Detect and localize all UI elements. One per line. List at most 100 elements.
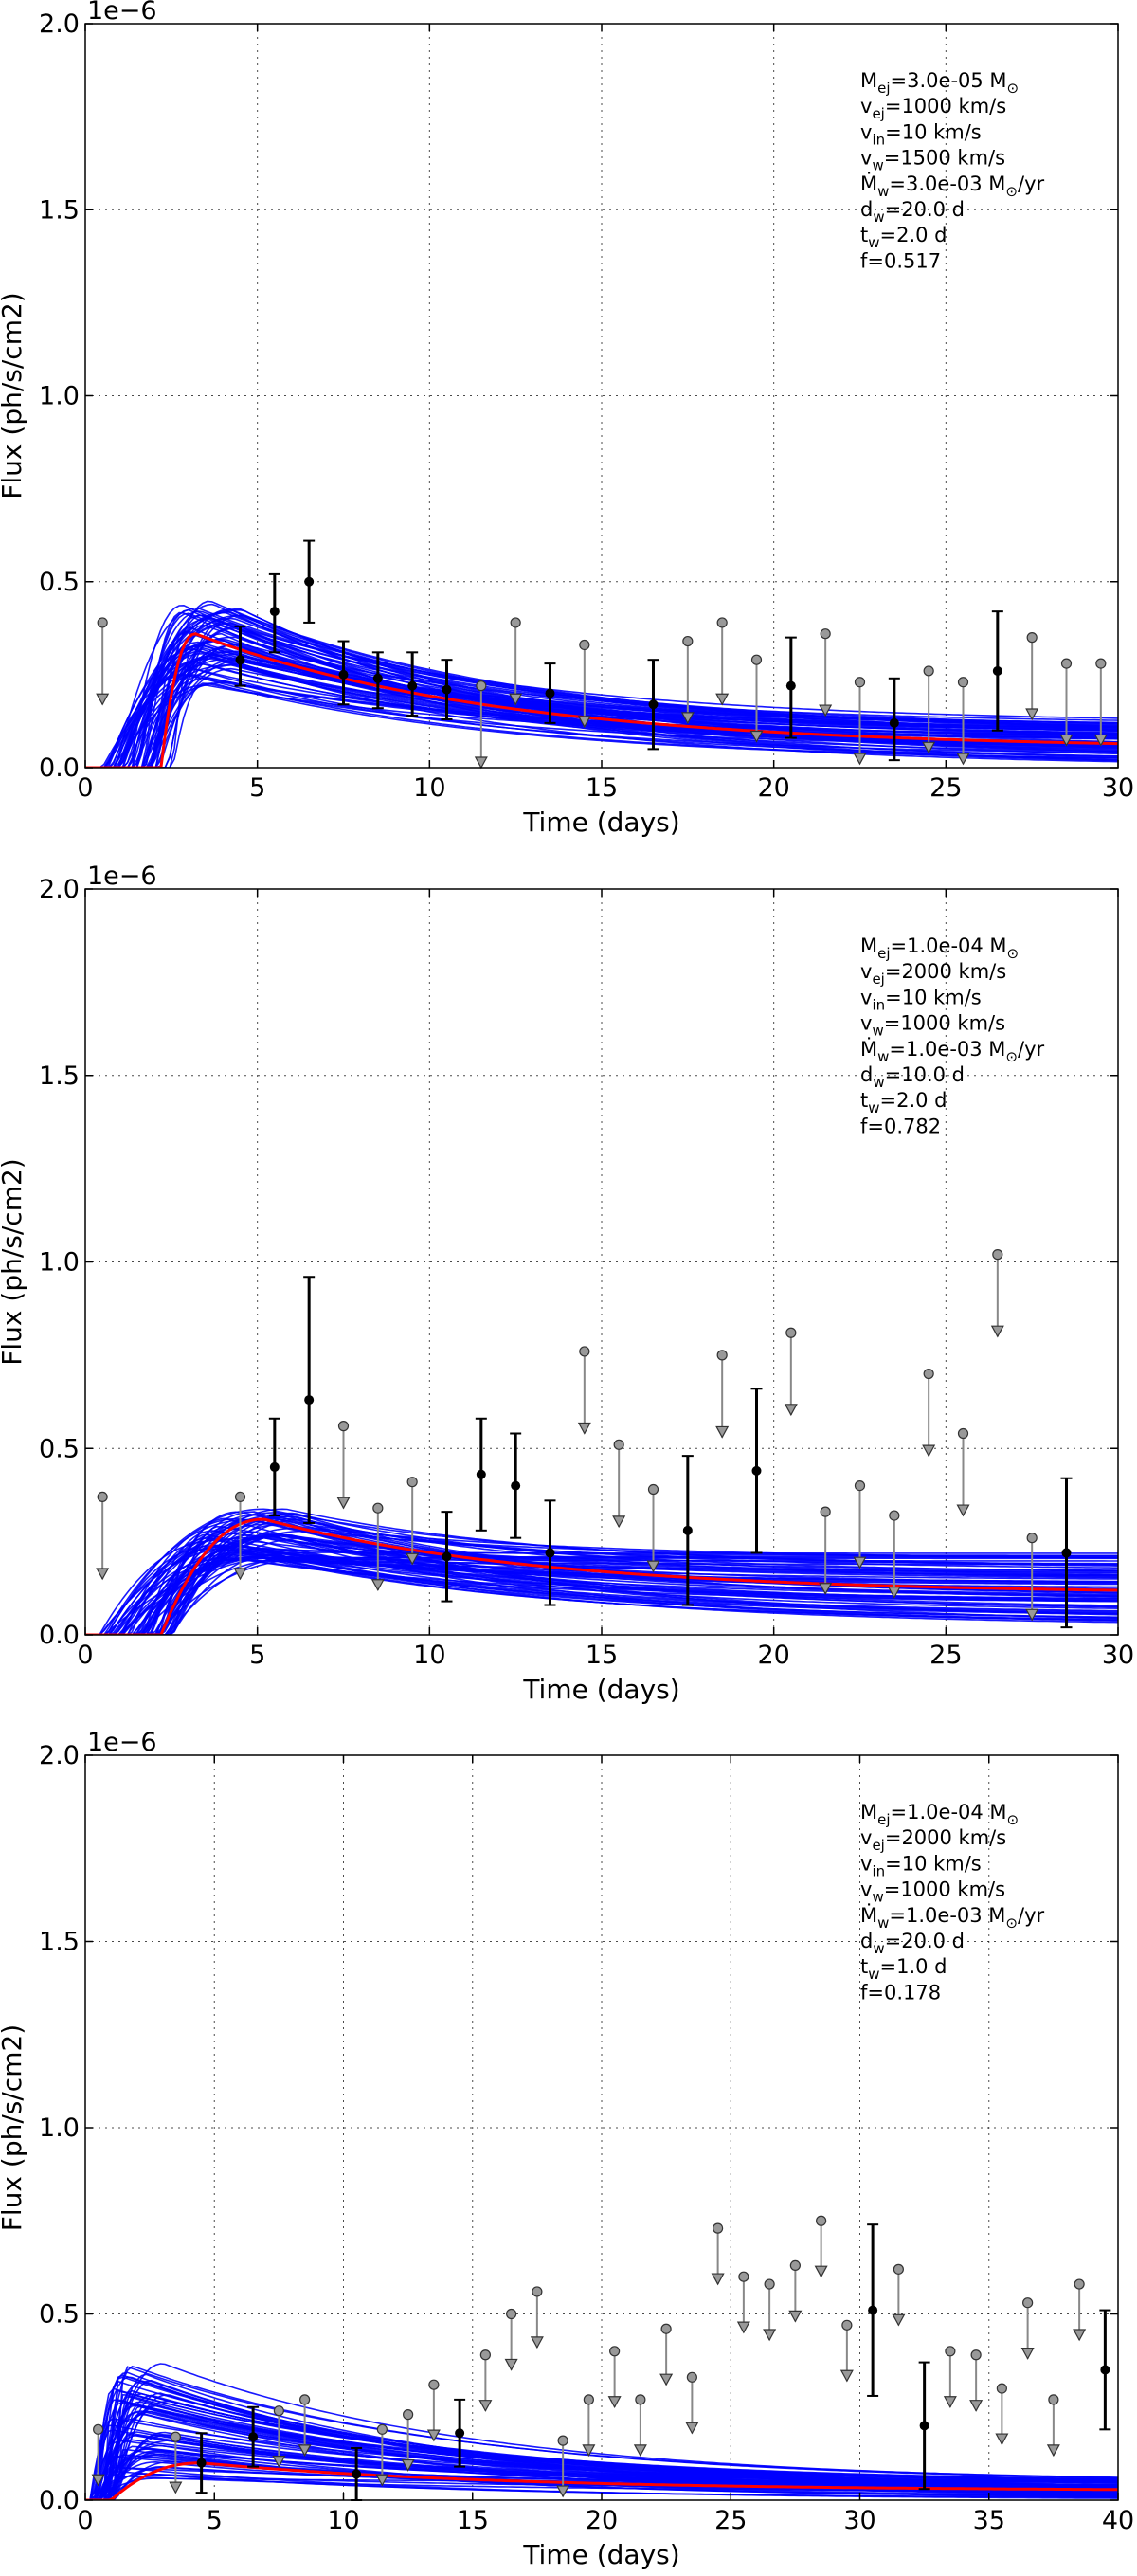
model-curve	[85, 1517, 1118, 1635]
upper-limit-arrow	[1025, 1608, 1039, 1622]
x-tick-label: 25	[929, 1641, 962, 1670]
detection-point	[544, 1499, 556, 1606]
upper-limit-arrow	[784, 1404, 798, 1417]
annotation-line: Ṁw=1.0e-03 M⊙/yr	[860, 1037, 1045, 1065]
upper-limit-point	[406, 1477, 418, 1488]
annotation-line: Mej=3.0e-05 M⊙	[860, 69, 1019, 97]
x-tick-label: 30	[1102, 1641, 1134, 1670]
upper-limit-point	[893, 2263, 904, 2275]
upper-limit-point	[957, 677, 969, 688]
x-tick-label: 10	[327, 2506, 359, 2535]
upper-limit-marker	[943, 2346, 957, 2409]
detection-point	[247, 2405, 260, 2468]
model-curve	[85, 1512, 1118, 1635]
upper-limits	[96, 1249, 1039, 1622]
upper-limit-arrow	[892, 2313, 906, 2327]
detection-point	[1099, 2309, 1111, 2431]
upper-limit-marker	[922, 665, 936, 754]
best-fit-curve	[85, 632, 1118, 768]
upper-limit-arrow	[509, 693, 523, 706]
upper-limit-marker	[956, 677, 970, 766]
y-tick-label: 0.5	[39, 2300, 80, 2330]
detection-marker	[648, 699, 659, 710]
x-tick-label: 15	[586, 773, 618, 803]
y-tick-label: 0.0	[39, 1621, 80, 1650]
chart-panel-2: 0 5 10 15 20 25 30 0.0 0.5 1.0 1.5 2.0 1e−6 Time (day…	[0, 862, 1134, 1705]
upper-limit-arrow	[922, 741, 936, 754]
x-tick-label: 35	[973, 2506, 1005, 2535]
detection-marker	[407, 680, 418, 691]
detection-marker	[682, 1525, 693, 1535]
x-tick-label: 20	[757, 773, 789, 803]
upper-limit-arrow	[370, 1579, 385, 1592]
upper-limit-point	[1095, 658, 1107, 669]
upper-limit-point	[299, 2394, 311, 2405]
annotation-line: vej=1000 km/s	[860, 95, 1006, 122]
upper-limit-arrow	[1046, 2444, 1060, 2458]
upper-limit-point	[170, 2431, 181, 2442]
y-axis: 0.0 0.5 1.0 1.5 2.0	[39, 9, 1118, 783]
detection-point	[510, 1432, 522, 1539]
upper-limit-arrow	[819, 1583, 833, 1595]
upper-limit-arrow	[233, 1568, 247, 1581]
upper-limit-arrow	[1020, 2348, 1035, 2360]
x-tick-label: 20	[586, 2506, 618, 2535]
axis-offset-text: 1e−6	[87, 0, 157, 26]
model-curve	[85, 611, 1118, 768]
upper-limit-arrow	[995, 2433, 1009, 2446]
y-tick-label: 2.0	[39, 9, 80, 39]
detection-point	[888, 677, 900, 762]
axis-offset-text: 1e−6	[87, 1728, 157, 1757]
upper-limit-point	[372, 1502, 384, 1514]
upper-limit-arrow	[91, 2474, 105, 2487]
upper-limit-point	[682, 635, 694, 647]
upper-limit-marker	[633, 2394, 647, 2458]
x-tick-label: 15	[586, 1641, 618, 1670]
upper-limit-arrow	[839, 2369, 854, 2383]
model-curve	[85, 2374, 1118, 2500]
upper-limit-arrow	[1073, 2329, 1087, 2342]
detection-marker	[304, 1395, 315, 1406]
upper-limit-point	[789, 2259, 801, 2272]
upper-limit-arrow	[478, 2400, 493, 2412]
upper-limit-marker	[406, 1477, 420, 1566]
upper-limit-marker	[612, 1439, 626, 1529]
upper-limit-marker	[91, 2423, 105, 2487]
detection-marker	[919, 2421, 929, 2431]
annotation-line: vin=10 km/s	[860, 120, 982, 148]
upper-limit-arrow	[819, 704, 833, 717]
x-axis-label: Time (days)	[522, 2539, 679, 2570]
annotation-line: dw=20.0 d	[860, 198, 965, 226]
upper-limit-arrow	[577, 716, 591, 729]
upper-limit-marker	[892, 2263, 906, 2327]
upper-limit-marker	[1020, 2297, 1035, 2360]
detection-marker	[868, 2305, 878, 2315]
model-curve	[85, 617, 1118, 768]
upper-limit-point	[234, 1491, 246, 1503]
upper-limit-point	[738, 2271, 749, 2282]
model-curve	[85, 2476, 1118, 2500]
model-curve	[85, 682, 1118, 768]
y-tick-label: 1.0	[39, 382, 80, 411]
model-curve	[85, 621, 1118, 768]
detections	[234, 539, 1003, 762]
upper-limit-point	[532, 2286, 543, 2297]
upper-limit-arrow	[943, 2396, 957, 2409]
upper-limit-marker	[96, 1491, 110, 1581]
detection-point	[681, 1455, 694, 1606]
upper-limit-marker	[1059, 658, 1074, 747]
upper-limit-marker	[530, 2286, 544, 2349]
upper-limit-marker	[96, 617, 110, 706]
upper-limit-point	[97, 617, 108, 628]
detection-marker	[304, 576, 315, 587]
upper-limit-arrow	[1093, 734, 1108, 747]
upper-limit-point	[579, 639, 590, 651]
annotation-line: tw=2.0 d	[860, 1089, 948, 1116]
model-curve	[85, 1558, 1118, 1635]
detection-marker	[751, 1465, 762, 1476]
upper-limit-marker	[336, 1421, 351, 1510]
upper-limit-point	[1048, 2394, 1059, 2405]
upper-limit-arrow	[556, 2485, 570, 2498]
